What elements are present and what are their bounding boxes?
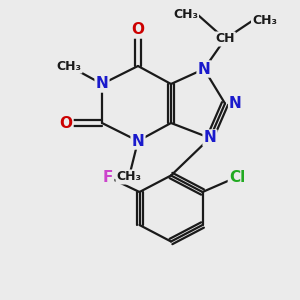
Text: F: F bbox=[103, 169, 113, 184]
Text: N: N bbox=[204, 130, 216, 146]
Text: CH₃: CH₃ bbox=[252, 14, 277, 28]
Text: N: N bbox=[96, 76, 108, 92]
Text: CH₃: CH₃ bbox=[173, 8, 198, 22]
Text: O: O bbox=[131, 22, 145, 38]
Text: N: N bbox=[229, 96, 242, 111]
Text: N: N bbox=[198, 61, 210, 76]
Text: CH₃: CH₃ bbox=[116, 170, 142, 184]
Text: Cl: Cl bbox=[229, 169, 245, 184]
Text: N: N bbox=[132, 134, 144, 148]
Text: CH: CH bbox=[215, 32, 235, 46]
Text: CH₃: CH₃ bbox=[56, 59, 82, 73]
Text: O: O bbox=[59, 116, 73, 130]
